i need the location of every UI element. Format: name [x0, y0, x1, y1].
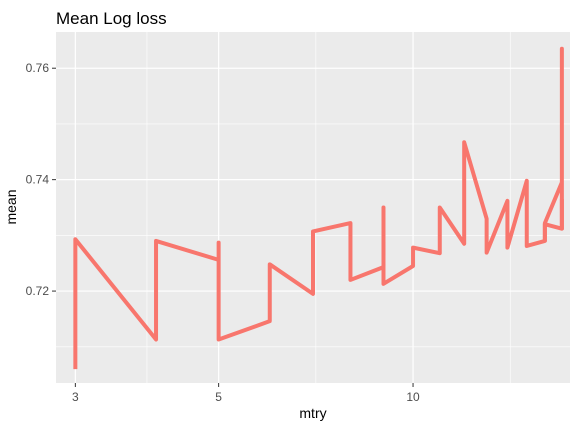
y-tick-label: 0.74	[26, 173, 50, 187]
chart-title: Mean Log loss	[56, 9, 167, 28]
series-line-1	[73, 140, 564, 370]
x-tick-label: 10	[406, 390, 420, 404]
x-axis-ticks: 3 5 10	[72, 383, 420, 404]
series-line-2	[542, 46, 564, 242]
y-axis-ticks: 0.72 0.74 0.76	[26, 61, 56, 298]
x-tick-label: 3	[72, 390, 79, 404]
plot-panel	[56, 32, 570, 383]
y-tick-label: 0.72	[26, 284, 50, 298]
major-gridlines	[56, 32, 570, 383]
x-tick-label: 5	[215, 390, 222, 404]
y-tick-label: 0.76	[26, 61, 50, 75]
series-layer	[73, 46, 564, 370]
x-axis-label: mtry	[299, 405, 326, 421]
y-axis-label: mean	[3, 189, 19, 224]
